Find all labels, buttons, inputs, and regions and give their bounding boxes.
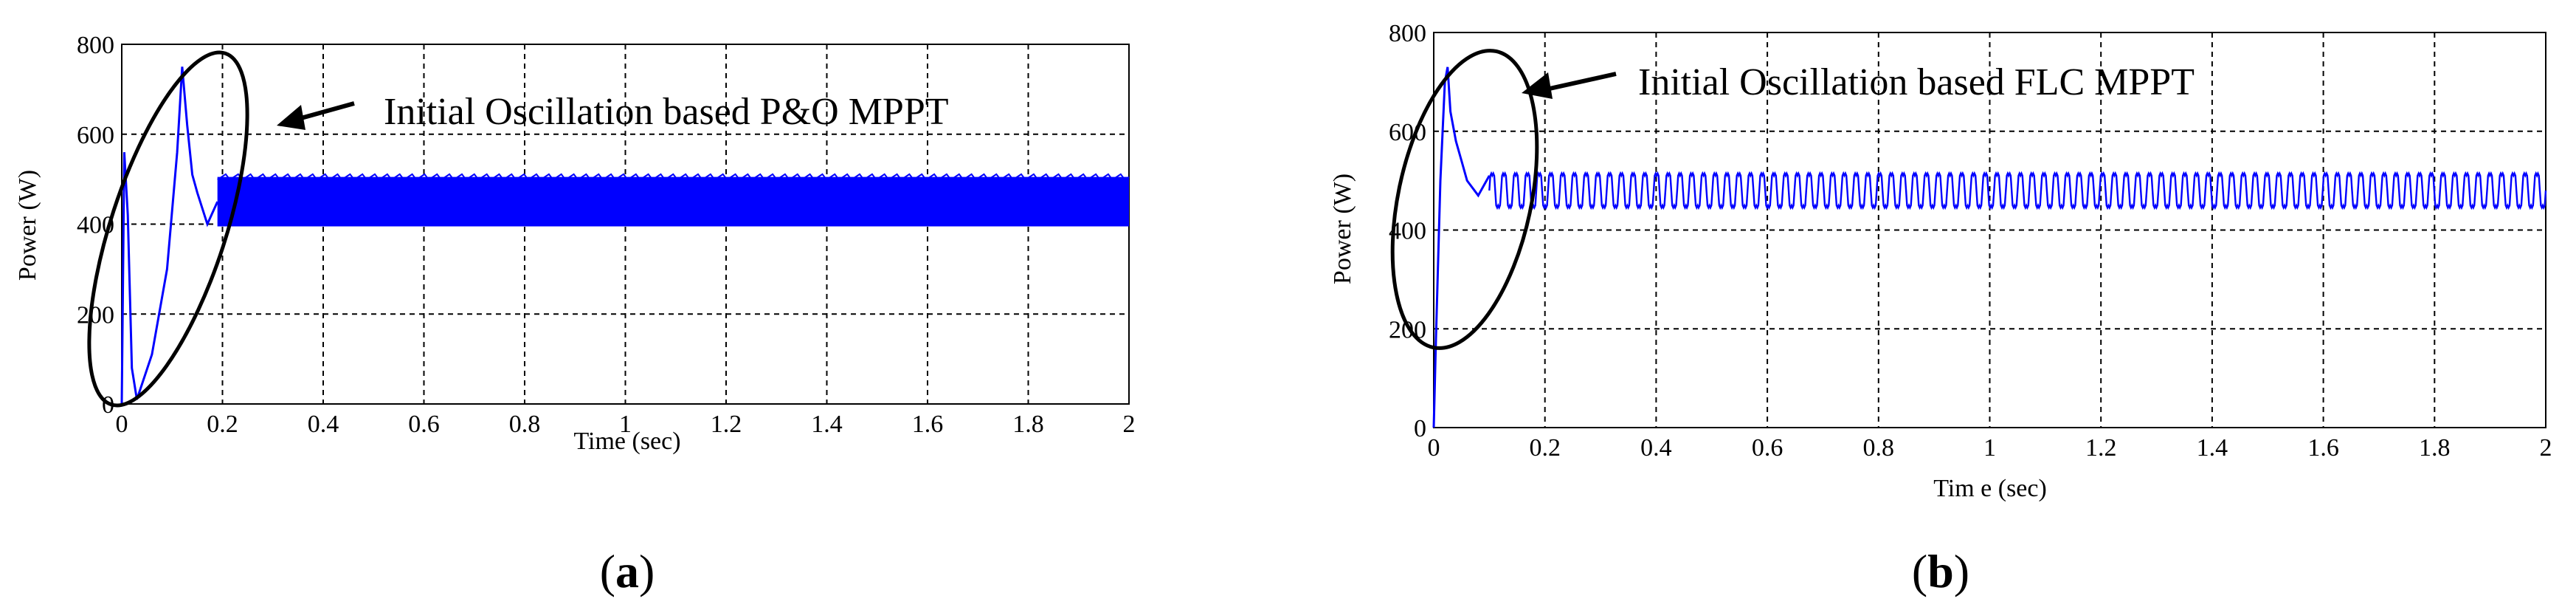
b-y-tick-label: 0 <box>1414 415 1426 442</box>
panel-letter-a: a <box>615 545 639 597</box>
chart-a-annotation: Initial Oscillation based P&O MPPT <box>384 91 949 133</box>
chart-b-x-axis-label: Tim e (sec) <box>1933 475 2047 502</box>
a-x-tick-label: 1.2 <box>711 411 742 438</box>
a-steady-upper-edge <box>217 173 1130 181</box>
panel-letter-b: b <box>1927 545 1954 597</box>
chart-b-annotation-arrow <box>1549 72 1617 91</box>
chart-b-arrow-head <box>1522 72 1553 99</box>
a-x-tick-label: 1.6 <box>912 411 944 438</box>
b-steady-oscillation-line <box>1488 171 2547 210</box>
b-y-tick-label: 800 <box>1389 20 1426 47</box>
b-x-tick-label: 2 <box>2540 434 2552 462</box>
chart-a-x-tick-labels: 0 0.2 0.4 0.6 0.8 1 1.2 1.4 1.6 1.8 2 <box>116 411 1136 438</box>
chart-a-arrow-head <box>277 105 305 130</box>
panel-label-b: (b) <box>1912 545 1969 597</box>
b-x-tick-label: 0.2 <box>1529 434 1561 462</box>
panel-label-a: (a) <box>600 545 655 597</box>
b-x-tick-label: 0.6 <box>1752 434 1783 462</box>
chart-b-y-axis-label: Power (W) <box>1329 174 1356 284</box>
b-transient-line <box>1432 66 1491 428</box>
a-x-tick-label: 1.8 <box>1012 411 1044 438</box>
a-x-tick-label: 0.4 <box>308 411 339 438</box>
chart-b-x-tick-labels: 0 0.2 0.4 0.6 0.8 1 1.2 1.4 1.6 1.8 2 <box>1428 434 2552 462</box>
a-x-tick-label: 0.8 <box>509 411 541 438</box>
a-x-tick-label: 1.4 <box>811 411 843 438</box>
a-x-tick-label: 2 <box>1123 411 1136 438</box>
a-transient-line <box>120 66 219 405</box>
chart-b: 0 0.2 0.4 0.6 0.8 1 1.2 1.4 1.6 1.8 2 020040060080… <box>1329 20 2552 597</box>
chart-a-highlight-ellipse <box>87 50 249 408</box>
b-x-tick-label: 1.2 <box>2085 434 2117 462</box>
a-x-tick-label: 0 <box>116 411 128 438</box>
a-y-tick-label: 600 <box>77 122 114 149</box>
a-y-tick-label: 800 <box>77 32 114 59</box>
chart-a-series <box>120 66 1130 405</box>
b-x-tick-label: 1.6 <box>2307 434 2339 462</box>
b-x-tick-label: 1.4 <box>2197 434 2228 462</box>
b-x-tick-label: 0 <box>1428 434 1440 462</box>
chart-a-y-axis-label: Power (W) <box>14 170 41 281</box>
a-x-tick-label: 0.6 <box>408 411 440 438</box>
chart-b-series <box>1432 66 2547 428</box>
chart-a: 0 0.2 0.4 0.6 0.8 1 1.2 1.4 1.6 1.8 2 020040060080… <box>14 32 1136 597</box>
a-x-tick-label: 1 <box>619 411 632 438</box>
chart-b-grid <box>1434 32 2546 428</box>
chart-a-x-axis-label: Time (sec) <box>573 428 680 455</box>
chart-b-highlight-ellipse <box>1390 49 1539 350</box>
a-y-tick-label: 200 <box>77 301 114 329</box>
a-x-tick-label: 0.2 <box>207 411 238 438</box>
a-steady-oscillation-band <box>217 177 1129 227</box>
b-x-tick-label: 1.8 <box>2419 434 2451 462</box>
b-x-tick-label: 0.4 <box>1640 434 1672 462</box>
b-x-tick-label: 0.8 <box>1863 434 1895 462</box>
chart-b-annotation: Initial Oscillation based FLC MPPT <box>1638 61 2195 103</box>
b-x-tick-label: 1 <box>1983 434 1996 462</box>
